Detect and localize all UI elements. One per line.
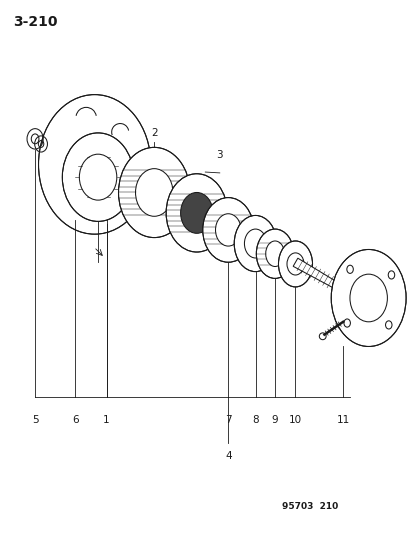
Ellipse shape (62, 133, 133, 221)
Text: 3-210: 3-210 (13, 15, 57, 29)
Ellipse shape (202, 198, 253, 262)
Ellipse shape (256, 229, 293, 278)
Ellipse shape (278, 241, 312, 287)
Polygon shape (292, 258, 344, 292)
Text: 1: 1 (103, 415, 109, 425)
Text: 4: 4 (224, 451, 231, 461)
Text: 11: 11 (336, 415, 349, 425)
Ellipse shape (118, 147, 190, 238)
Ellipse shape (166, 174, 227, 252)
Ellipse shape (180, 192, 212, 233)
Ellipse shape (234, 215, 276, 272)
Text: 7: 7 (224, 415, 231, 425)
Text: 5: 5 (32, 415, 38, 425)
Text: 2: 2 (151, 128, 157, 138)
Text: 95703  210: 95703 210 (281, 502, 337, 511)
Text: 10: 10 (288, 415, 301, 425)
Text: 3: 3 (216, 150, 223, 160)
Ellipse shape (330, 249, 405, 346)
Text: 8: 8 (252, 415, 258, 425)
Ellipse shape (38, 95, 150, 234)
Text: 6: 6 (71, 415, 78, 425)
Text: 9: 9 (271, 415, 278, 425)
